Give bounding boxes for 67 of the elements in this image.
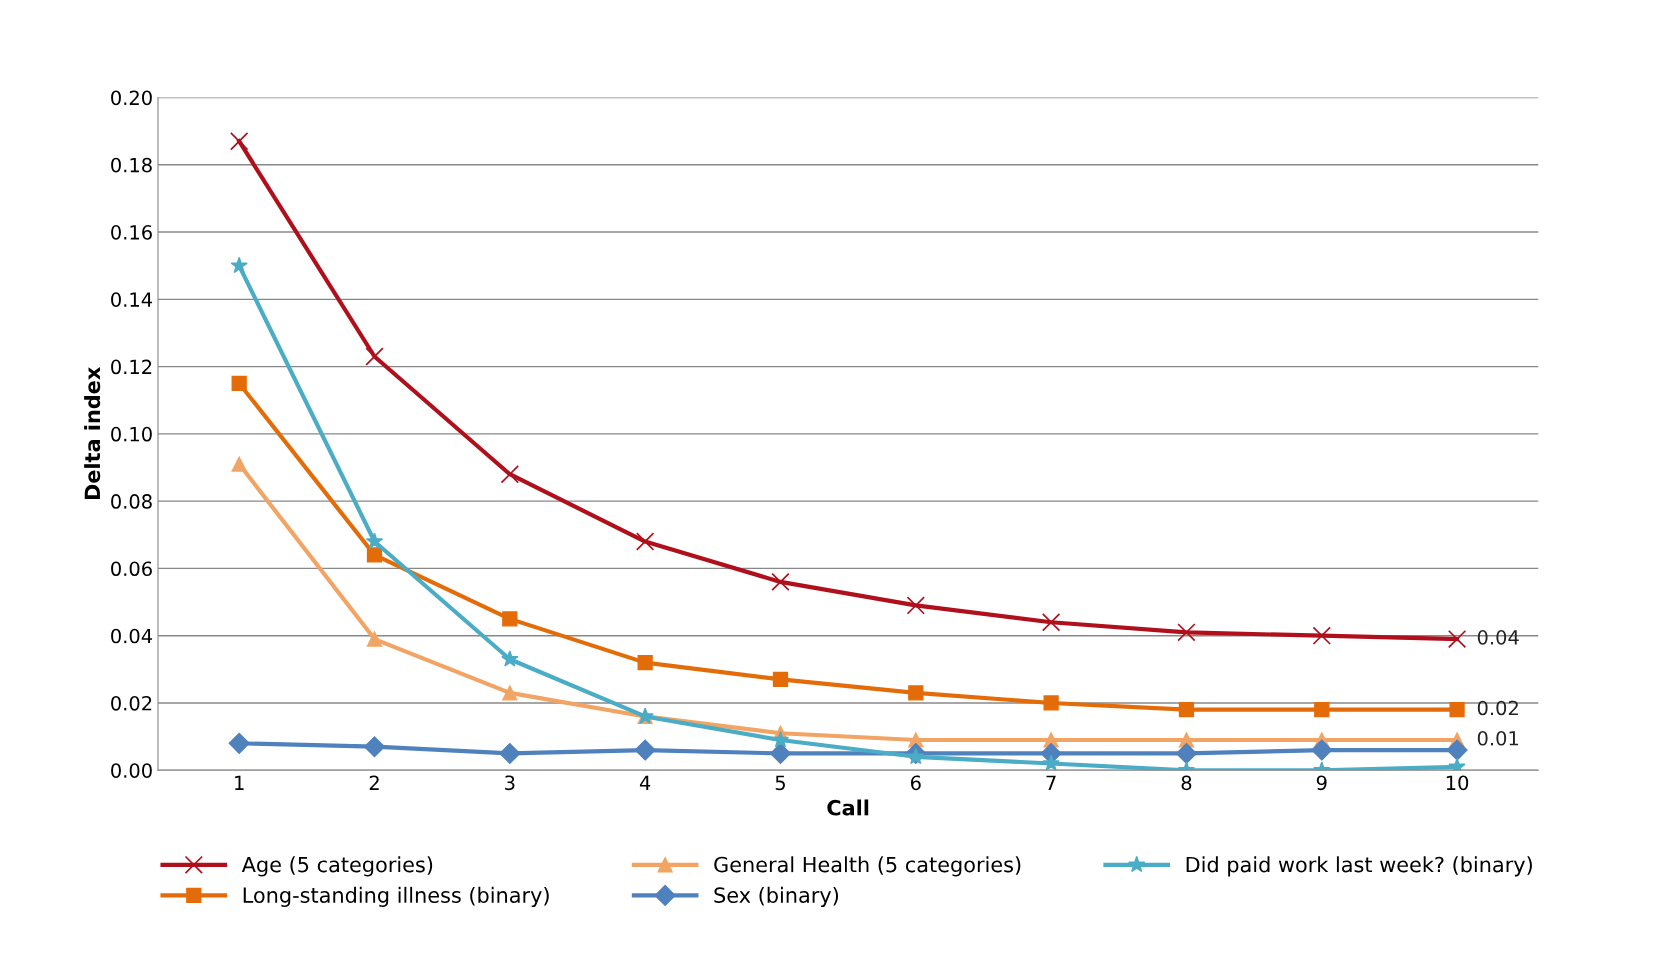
point <box>231 456 247 472</box>
x-tick-label: 7 <box>1046 775 1056 790</box>
point <box>500 465 519 484</box>
y-tick-label: 0.02 <box>111 695 152 711</box>
point <box>637 654 653 671</box>
point <box>228 732 250 754</box>
point <box>1177 623 1196 642</box>
point <box>363 736 386 758</box>
y-tick-label: 0.12 <box>111 359 152 375</box>
point <box>635 532 655 551</box>
y-tick-label: 0.14 <box>111 292 153 307</box>
y-tick-label: 0.08 <box>111 494 152 509</box>
x-tick-label: 10 <box>1446 775 1469 791</box>
y-tick-label: 0.18 <box>111 157 152 173</box>
point <box>366 631 383 647</box>
legend-label: Age (5 categories) <box>241 856 433 877</box>
point <box>1178 702 1195 718</box>
point <box>1314 702 1330 718</box>
point <box>1311 739 1333 761</box>
point <box>231 375 247 392</box>
y-tick-label: 0.06 <box>111 561 152 577</box>
point <box>769 742 791 764</box>
legend-label: Long-standing illness (binary) <box>243 886 549 908</box>
point <box>1449 702 1465 718</box>
legend-label: Did paid work last week? (binary) <box>1186 856 1532 877</box>
point <box>771 572 790 592</box>
point <box>501 650 519 667</box>
point <box>908 685 924 701</box>
point <box>771 730 790 748</box>
point <box>365 532 384 549</box>
point <box>906 596 925 615</box>
point <box>230 256 248 274</box>
x-tick-label: 1 <box>235 775 244 790</box>
legend-label: General Health (5 categories) <box>714 856 1021 877</box>
y-tick-label: 0.16 <box>111 225 152 240</box>
x-tick-label: 5 <box>775 775 785 791</box>
point <box>1447 629 1467 649</box>
point <box>772 671 789 688</box>
x-tick-label: 9 <box>1316 775 1327 791</box>
data-label: 0.04 <box>1477 630 1519 645</box>
point <box>365 347 384 366</box>
x-tick-label: 4 <box>639 775 651 790</box>
x-tick-label: 2 <box>369 775 379 790</box>
y-tick-label: 0.04 <box>111 628 153 644</box>
y-tick-label: 0.20 <box>111 90 152 106</box>
x-tick-label: 6 <box>910 775 921 791</box>
point <box>1043 695 1059 711</box>
y-tick-label: 0.00 <box>111 763 152 778</box>
point <box>499 742 521 764</box>
point <box>1041 613 1061 632</box>
point <box>230 132 249 151</box>
point <box>1312 626 1331 645</box>
point <box>366 547 383 563</box>
x-axis-title: Call <box>827 799 869 816</box>
data-label: 0.02 <box>1477 700 1518 716</box>
legend-label: Sex (binary) <box>714 886 839 908</box>
x-tick-label: 3 <box>505 775 515 791</box>
data-label: 0.01 <box>1477 730 1519 746</box>
point <box>634 739 656 761</box>
point <box>1042 754 1060 771</box>
point <box>1446 739 1468 761</box>
point <box>502 611 518 627</box>
point <box>1175 742 1197 764</box>
y-axis-title: Delta index <box>84 367 101 500</box>
y-tick-label: 0.10 <box>111 426 152 442</box>
point <box>502 685 518 701</box>
x-tick-label: 8 <box>1181 775 1192 791</box>
